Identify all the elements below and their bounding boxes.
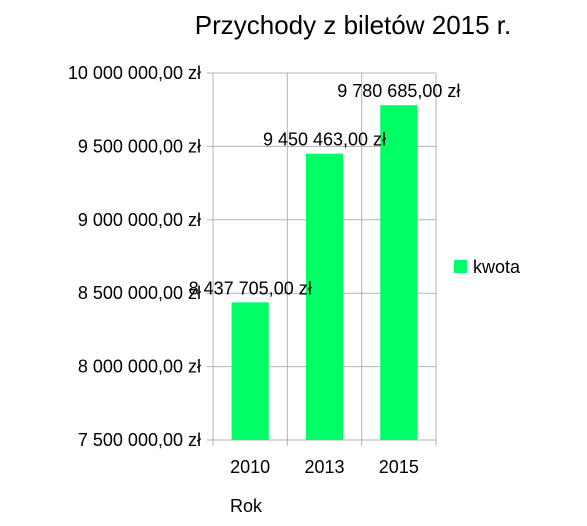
y-axis-tick-labels: 7 500 000,00 zł 8 000 000,00 zł 8 500 000,…	[68, 63, 201, 450]
legend: kwota	[454, 257, 521, 277]
y-tick-label: 8 500 000,00 zł	[78, 283, 201, 303]
x-axis-tick-labels: 2010 2013 2015	[230, 457, 419, 477]
data-label-2015: 9 780 685,00 zł	[337, 81, 460, 101]
legend-label-kwota: kwota	[473, 257, 521, 277]
x-axis-title: Rok	[230, 496, 263, 516]
x-tick-label-2013: 2013	[304, 457, 344, 477]
bar-2015	[380, 105, 418, 441]
data-label-2013: 9 450 463,00 zł	[263, 130, 386, 150]
y-tick-label: 9 000 000,00 zł	[78, 210, 201, 230]
legend-swatch-kwota	[454, 260, 467, 273]
y-tick-label: 8 000 000,00 zł	[78, 357, 201, 377]
y-tick-label: 7 500 000,00 zł	[78, 430, 201, 450]
bars	[231, 105, 418, 441]
x-tick-label-2015: 2015	[379, 457, 419, 477]
x-tick-label-2010: 2010	[230, 457, 270, 477]
chart-title: Przychody z biletów 2015 r.	[195, 10, 512, 40]
bar-2010	[231, 302, 269, 440]
y-tick-label: 10 000 000,00 zł	[68, 63, 201, 83]
y-tick-label: 9 500 000,00 zł	[78, 136, 201, 156]
bar-2013	[305, 153, 344, 440]
data-labels: 8 437 705,00 zł 9 450 463,00 zł 9 780 685,…	[189, 81, 461, 298]
data-label-2010: 8 437 705,00 zł	[189, 278, 312, 298]
